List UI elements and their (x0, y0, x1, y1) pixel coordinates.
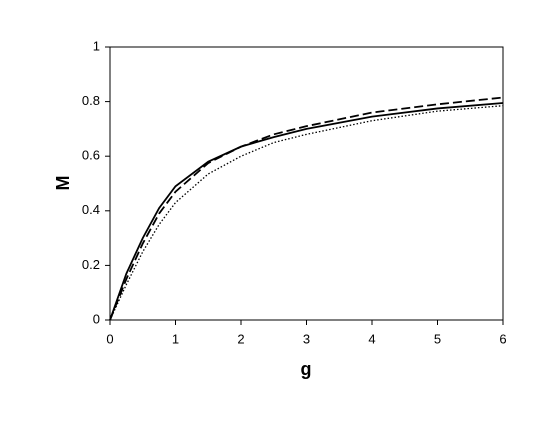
y-axis-title: M (53, 176, 73, 191)
y-tick-label: 1 (93, 38, 100, 53)
data-line (109, 96, 504, 321)
y-tick-label: 0 (93, 311, 100, 326)
x-tick-label: 4 (368, 331, 375, 346)
data-line (109, 105, 504, 321)
y-tick-label: 0.8 (82, 93, 100, 108)
y-tick-label: 0.2 (82, 257, 100, 272)
x-axis-title: g (301, 359, 312, 379)
y-tick-label: 0.4 (82, 202, 100, 217)
x-tick-label: 1 (172, 331, 179, 346)
data-line (109, 102, 504, 321)
x-tick-label: 6 (499, 331, 506, 346)
x-tick-label: 5 (434, 331, 441, 346)
plot-frame (109, 46, 504, 321)
y-tick-label: 0.6 (82, 148, 100, 163)
x-tick-label: 0 (106, 331, 113, 346)
x-tick-label: 2 (237, 331, 244, 346)
x-tick-label: 3 (303, 331, 310, 346)
